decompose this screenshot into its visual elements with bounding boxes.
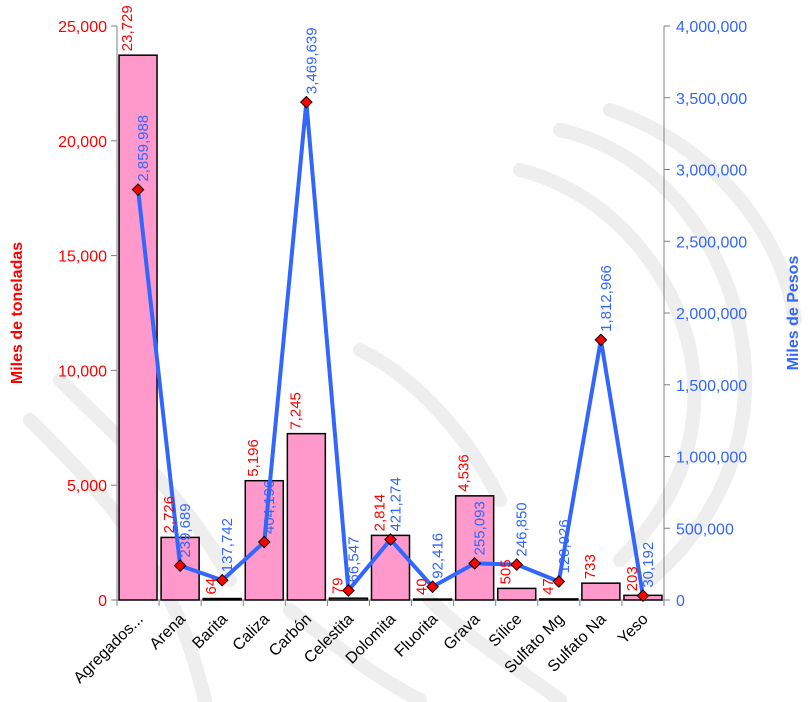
line-point [510,558,524,571]
line-point [215,573,229,587]
line-value-label: 255,093 [472,501,489,555]
line-point [131,183,145,196]
line-point [173,559,187,572]
category-label: Agregados... [71,611,147,687]
bar [118,54,158,601]
right-axis-title: Miles de Pesos [785,256,802,371]
category-label: Barita [189,611,231,653]
left-axis-title: Miles de toneladas [9,242,26,384]
bar-value-label: 79 [329,577,346,594]
bar [454,495,495,601]
line-value-label: 92,416 [430,533,447,579]
line-value-label: 1,812,966 [598,265,615,332]
line-value-label: 66,547 [345,537,362,583]
bar [286,432,327,601]
right-tick-label: 500,000 [676,521,734,538]
category-label: Fluorita [392,611,442,661]
category-label: Yeso [615,611,652,648]
bar-value-label: 47 [540,578,557,595]
right-tick-label: 2,000,000 [676,306,747,323]
line-point [468,557,482,570]
bar [202,597,242,601]
bar [244,479,285,601]
bar-value-label: 7,245 [287,392,304,430]
right-tick-label: 0 [676,593,685,610]
category-label: Sílice [486,611,526,651]
right-tick-label: 1,500,000 [676,378,747,395]
left-tick-label: 5,000 [67,478,107,495]
bar-value-label: 40 [414,578,431,595]
line-value-label: 137,742 [219,518,236,572]
right-tick-label: 3,500,000 [676,91,747,108]
line-value-label: 239,689 [177,503,194,557]
line-value-label: 246,850 [514,502,531,556]
line-point [426,580,439,594]
line-value-label: 404,196 [261,480,278,534]
line-value-label: 2,859,988 [135,115,152,182]
bar [412,598,453,601]
line-point [594,333,608,347]
left-tick-label: 0 [98,593,107,610]
right-tick-label: 2,500,000 [676,234,747,251]
left-tick-label: 20,000 [58,134,107,151]
bar-value-label: 5,196 [245,439,262,477]
line-value-label: 30,192 [640,542,657,588]
line-point [342,584,355,597]
bar-value-label: 203 [624,566,641,591]
bar [581,582,621,601]
line-point [384,533,397,546]
bar [539,598,579,601]
left-tick-label: 10,000 [58,363,107,380]
line-value-label: 3,469,639 [303,27,320,94]
line-point [552,575,566,588]
bar [370,534,411,601]
right-tick-label: 3,000,000 [676,163,747,180]
bar-value-label: 2,726 [161,496,178,534]
left-tick-label: 25,000 [58,19,107,36]
bar-value-label: 2,814 [371,494,388,532]
line-point [299,95,313,109]
line-value-label: 421,274 [387,477,404,531]
right-tick-label: 1,000,000 [676,450,747,467]
line-point [257,535,271,549]
right-tick-label: 4,000,000 [676,19,747,36]
bar-value-label: 4,536 [456,454,473,492]
bar-value-label: 505 [498,559,515,584]
bar [496,587,537,601]
line-point [636,589,650,603]
bar-value-label: 64 [203,578,220,595]
line-value-label: 128,926 [556,519,573,573]
bar [328,597,369,601]
bar-value-label: 23,729 [119,5,136,51]
bar-value-label: 733 [582,554,599,579]
left-tick-label: 15,000 [58,249,107,266]
